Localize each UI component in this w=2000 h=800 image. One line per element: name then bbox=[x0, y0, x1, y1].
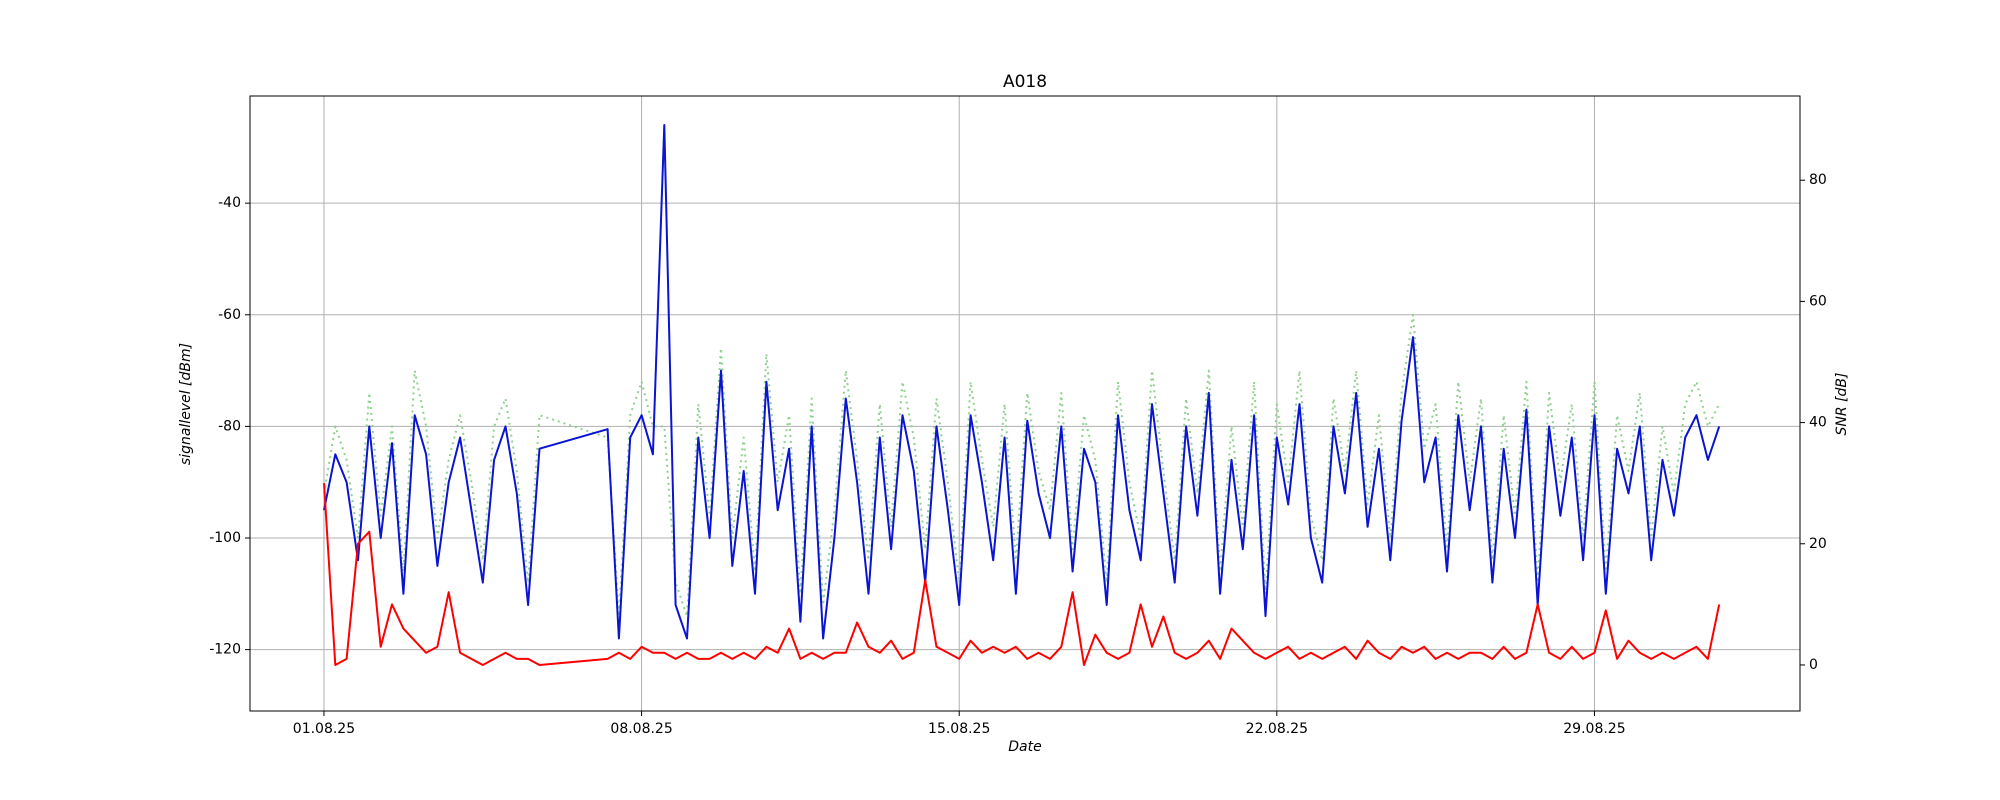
y-tick-label: -100 bbox=[209, 530, 241, 546]
plot-frame bbox=[249, 95, 1801, 712]
y2-tick-label: 40 bbox=[1809, 415, 1827, 431]
x-axis-label: Date bbox=[1008, 739, 1041, 755]
y2-tick-label: 60 bbox=[1809, 293, 1827, 309]
x-tick-label: 29.08.25 bbox=[1563, 721, 1625, 737]
y-tick-label: -40 bbox=[218, 195, 241, 211]
data-line bbox=[323, 313, 1721, 618]
data-line bbox=[323, 483, 1721, 666]
y-tick-label: -120 bbox=[209, 642, 241, 658]
chart-title: A018 bbox=[1003, 72, 1047, 92]
y-tick-label: -60 bbox=[218, 307, 241, 323]
y-axis-label: signallevel [dBm] bbox=[178, 343, 194, 465]
y2-tick-label: 0 bbox=[1809, 657, 1818, 673]
y-tick-label: -80 bbox=[218, 418, 241, 434]
y2-tick-label: 80 bbox=[1809, 172, 1827, 188]
x-tick-label: 08.08.25 bbox=[610, 721, 672, 737]
y2-tick-label: 20 bbox=[1809, 536, 1827, 552]
x-tick-label: 01.08.25 bbox=[293, 721, 355, 737]
x-tick-label: 22.08.25 bbox=[1246, 721, 1308, 737]
x-tick-label: 15.08.25 bbox=[928, 721, 990, 737]
y2-axis-label: SNR [dB] bbox=[1834, 373, 1850, 436]
data-line bbox=[323, 124, 1721, 640]
